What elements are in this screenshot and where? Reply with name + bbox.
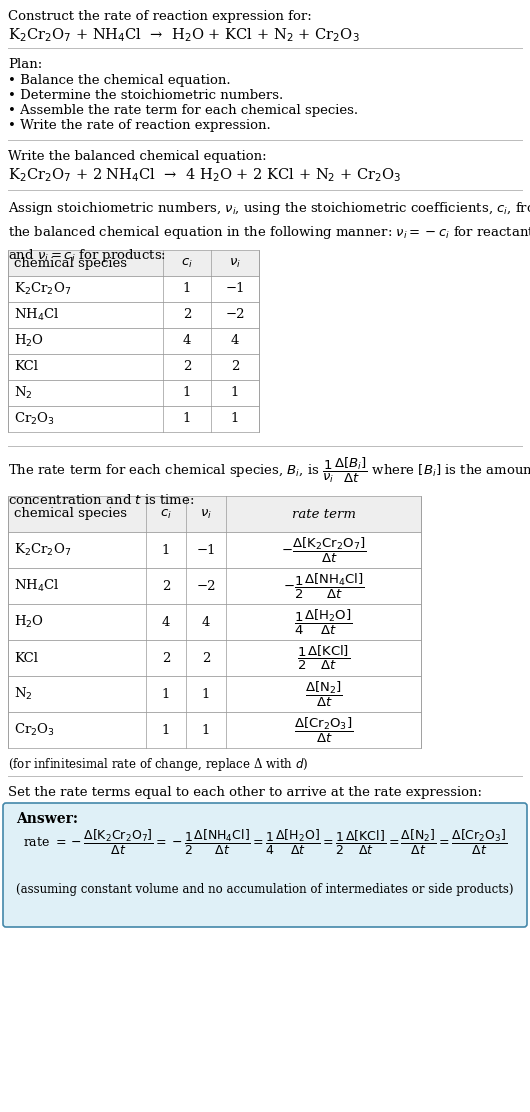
Text: • Write the rate of reaction expression.: • Write the rate of reaction expression. <box>8 119 271 132</box>
Bar <box>8 328 259 354</box>
Text: K$_2$Cr$_2$O$_7$: K$_2$Cr$_2$O$_7$ <box>14 281 71 297</box>
Text: 1: 1 <box>183 413 191 426</box>
Text: • Determine the stoichiometric numbers.: • Determine the stoichiometric numbers. <box>8 89 283 102</box>
Text: Cr$_2$O$_3$: Cr$_2$O$_3$ <box>14 411 55 427</box>
Text: 1: 1 <box>183 387 191 399</box>
Text: Cr$_2$O$_3$: Cr$_2$O$_3$ <box>14 722 55 738</box>
Text: $\nu_i$: $\nu_i$ <box>229 257 241 269</box>
Bar <box>8 276 259 302</box>
Text: Write the balanced chemical equation:: Write the balanced chemical equation: <box>8 150 267 163</box>
Text: rate $= -\dfrac{\Delta[\mathrm{K_2Cr_2O_7}]}{\Delta t} = -\dfrac{1}{2}\dfrac{\De: rate $= -\dfrac{\Delta[\mathrm{K_2Cr_2O_… <box>23 827 507 856</box>
Text: 4: 4 <box>162 616 170 628</box>
FancyBboxPatch shape <box>3 803 527 927</box>
Text: 1: 1 <box>202 687 210 701</box>
Bar <box>8 604 421 641</box>
Text: 1: 1 <box>231 413 239 426</box>
Text: $\dfrac{1}{4}\dfrac{\Delta[\mathrm{H_2O}]}{\Delta t}$: $\dfrac{1}{4}\dfrac{\Delta[\mathrm{H_2O}… <box>294 607 352 636</box>
Text: $\nu_i$: $\nu_i$ <box>200 507 212 520</box>
Text: $c_i$: $c_i$ <box>160 507 172 520</box>
Text: rate term: rate term <box>292 507 356 520</box>
Text: KCl: KCl <box>14 360 38 374</box>
Text: −1: −1 <box>225 282 245 296</box>
Text: N$_2$: N$_2$ <box>14 686 33 702</box>
Text: K$_2$Cr$_2$O$_7$: K$_2$Cr$_2$O$_7$ <box>14 542 71 558</box>
Text: N$_2$: N$_2$ <box>14 385 33 401</box>
Text: $c_i$: $c_i$ <box>181 257 193 269</box>
Text: $\dfrac{\Delta[\mathrm{Cr_2O_3}]}{\Delta t}$: $\dfrac{\Delta[\mathrm{Cr_2O_3}]}{\Delta… <box>294 715 353 745</box>
Text: 1: 1 <box>162 544 170 556</box>
Bar <box>8 302 259 328</box>
Bar <box>8 380 259 406</box>
Text: 2: 2 <box>202 652 210 665</box>
Text: The rate term for each chemical species, $B_i$, is $\dfrac{1}{\nu_i}\dfrac{\Delt: The rate term for each chemical species,… <box>8 456 530 507</box>
Text: NH$_4$Cl: NH$_4$Cl <box>14 578 59 594</box>
Text: (for infinitesimal rate of change, replace Δ with $d$): (for infinitesimal rate of change, repla… <box>8 756 308 773</box>
Bar <box>8 354 259 380</box>
Text: 2: 2 <box>183 308 191 321</box>
Text: • Balance the chemical equation.: • Balance the chemical equation. <box>8 75 231 87</box>
Text: Plan:: Plan: <box>8 58 42 71</box>
Text: 2: 2 <box>162 652 170 665</box>
Text: Set the rate terms equal to each other to arrive at the rate expression:: Set the rate terms equal to each other t… <box>8 786 482 800</box>
Bar <box>8 532 421 568</box>
Text: K$_2$Cr$_2$O$_7$ + 2 NH$_4$Cl  →  4 H$_2$O + 2 KCl + N$_2$ + Cr$_2$O$_3$: K$_2$Cr$_2$O$_7$ + 2 NH$_4$Cl → 4 H$_2$O… <box>8 166 402 183</box>
Text: 2: 2 <box>231 360 239 374</box>
Bar <box>8 496 421 532</box>
Bar <box>8 568 421 604</box>
Text: $\dfrac{\Delta[\mathrm{N_2}]}{\Delta t}$: $\dfrac{\Delta[\mathrm{N_2}]}{\Delta t}$ <box>305 679 342 708</box>
Text: 4: 4 <box>202 616 210 628</box>
Text: −2: −2 <box>225 308 245 321</box>
Text: 1: 1 <box>162 687 170 701</box>
Bar <box>8 676 421 712</box>
Text: −1: −1 <box>196 544 216 556</box>
Text: 2: 2 <box>162 579 170 593</box>
Text: • Assemble the rate term for each chemical species.: • Assemble the rate term for each chemic… <box>8 105 358 117</box>
Text: 1: 1 <box>183 282 191 296</box>
Text: $\dfrac{1}{2}\dfrac{\Delta[\mathrm{KCl}]}{\Delta t}$: $\dfrac{1}{2}\dfrac{\Delta[\mathrm{KCl}]… <box>297 644 350 672</box>
Text: 1: 1 <box>162 724 170 736</box>
Text: 1: 1 <box>231 387 239 399</box>
Text: 4: 4 <box>231 335 239 347</box>
Text: K$_2$Cr$_2$O$_7$ + NH$_4$Cl  →  H$_2$O + KCl + N$_2$ + Cr$_2$O$_3$: K$_2$Cr$_2$O$_7$ + NH$_4$Cl → H$_2$O + K… <box>8 26 360 43</box>
Text: 4: 4 <box>183 335 191 347</box>
Text: chemical species: chemical species <box>14 257 127 269</box>
Text: H$_2$O: H$_2$O <box>14 332 44 349</box>
Text: $-\dfrac{\Delta[\mathrm{K_2Cr_2O_7}]}{\Delta t}$: $-\dfrac{\Delta[\mathrm{K_2Cr_2O_7}]}{\D… <box>281 535 366 565</box>
Text: $-\dfrac{1}{2}\dfrac{\Delta[\mathrm{NH_4Cl}]}{\Delta t}$: $-\dfrac{1}{2}\dfrac{\Delta[\mathrm{NH_4… <box>282 572 365 600</box>
Text: Answer:: Answer: <box>16 812 78 826</box>
Text: Assign stoichiometric numbers, $\nu_i$, using the stoichiometric coefficients, $: Assign stoichiometric numbers, $\nu_i$, … <box>8 200 530 265</box>
Bar <box>8 712 421 748</box>
Text: KCl: KCl <box>14 652 38 665</box>
Text: chemical species: chemical species <box>14 507 127 520</box>
Bar <box>8 406 259 431</box>
Bar <box>8 641 421 676</box>
Text: (assuming constant volume and no accumulation of intermediates or side products): (assuming constant volume and no accumul… <box>16 884 514 896</box>
Text: −2: −2 <box>196 579 216 593</box>
Text: 2: 2 <box>183 360 191 374</box>
Text: NH$_4$Cl: NH$_4$Cl <box>14 307 59 324</box>
Text: 1: 1 <box>202 724 210 736</box>
Text: Construct the rate of reaction expression for:: Construct the rate of reaction expressio… <box>8 10 312 23</box>
Bar <box>8 250 259 276</box>
Text: H$_2$O: H$_2$O <box>14 614 44 631</box>
